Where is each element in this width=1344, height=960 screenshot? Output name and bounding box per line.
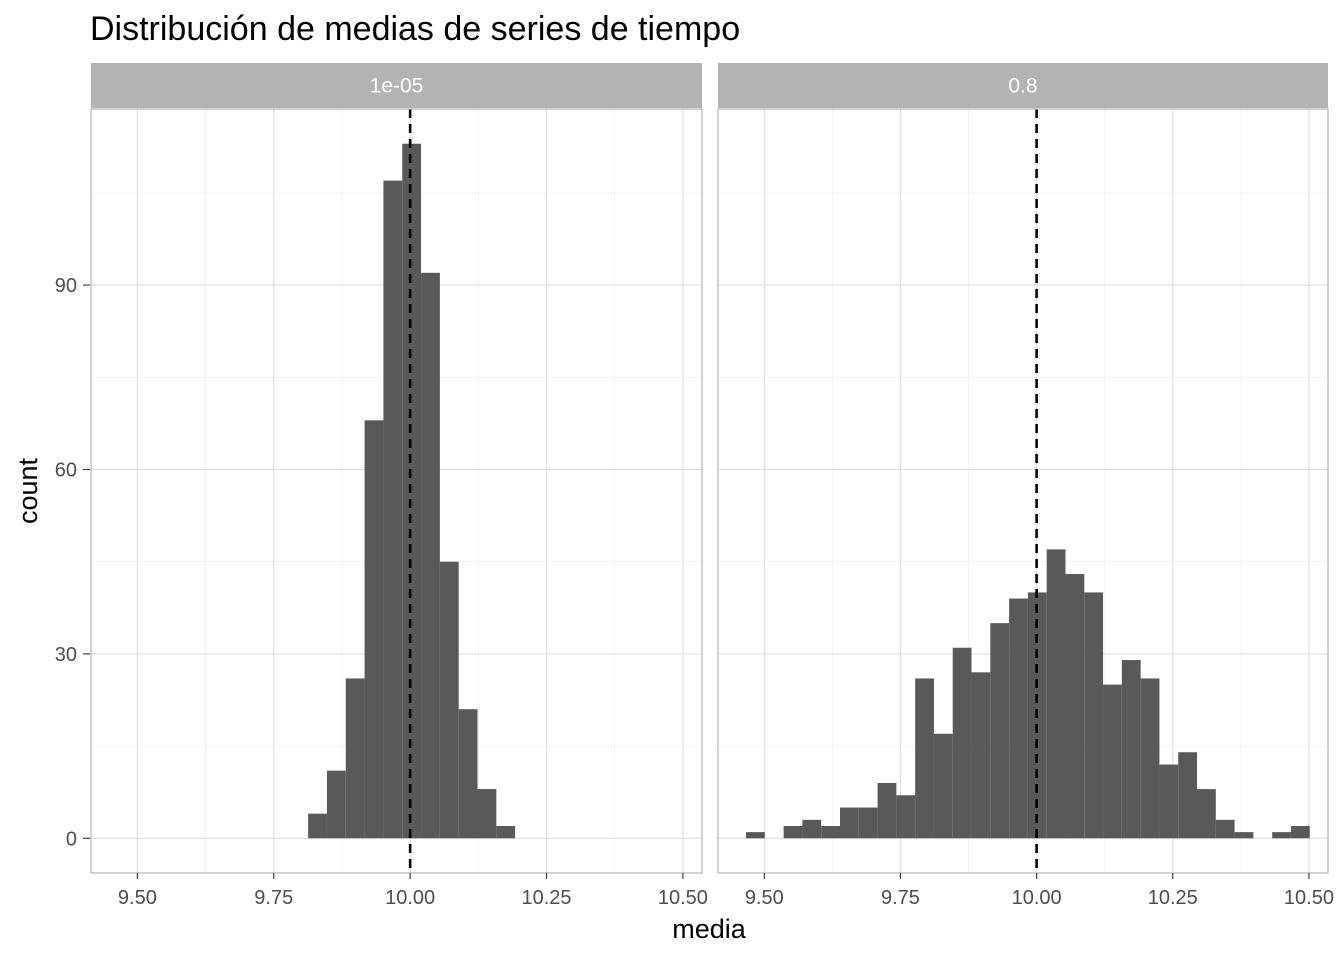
histogram-bar	[858, 807, 878, 839]
histogram-bar	[1103, 684, 1122, 839]
histogram-bar	[821, 825, 840, 839]
histogram-bar	[402, 143, 422, 839]
x-tick-label: 10.25	[1148, 887, 1198, 909]
facet-panel: 1e-05 9.50 9.75 10.00 10.25 10.50	[90, 63, 708, 909]
facet-strip	[718, 63, 1328, 108]
histogram-bar	[1272, 832, 1291, 839]
facet-strip-label: 0.8	[1008, 75, 1037, 98]
histogram-bar	[326, 770, 346, 839]
histogram-bar	[971, 672, 991, 839]
histogram-bar	[477, 789, 497, 839]
x-tick-label: 10.50	[1284, 887, 1334, 909]
histogram-bar	[1290, 825, 1310, 839]
y-tick-label: 30	[55, 644, 77, 666]
histogram-bar	[746, 832, 765, 839]
histogram-bar	[1121, 660, 1141, 839]
y-axis: 0 30 60 90	[55, 275, 90, 850]
x-tick-label: 9.75	[254, 887, 293, 909]
panel-border	[717, 108, 1329, 874]
y-tick-label: 90	[55, 275, 77, 297]
histogram-bar	[1197, 789, 1216, 839]
x-tick-label: 10.25	[521, 887, 571, 909]
y-tick-label: 60	[55, 459, 77, 481]
histogram-bar	[840, 807, 859, 839]
x-tick-label: 10.00	[385, 887, 435, 909]
histogram-bar	[439, 561, 459, 839]
panel-border	[90, 108, 703, 874]
x-tick-label: 9.50	[745, 887, 784, 909]
histogram-bar	[421, 272, 440, 839]
histogram-bar	[915, 678, 934, 839]
histogram-bar	[877, 782, 897, 839]
x-tick-label: 10.50	[658, 887, 708, 909]
histogram-bar	[1215, 819, 1235, 839]
histogram-bar	[952, 647, 972, 839]
x-tick-label: 9.75	[881, 887, 920, 909]
y-tick-label: 0	[66, 828, 77, 850]
histogram-bar	[1009, 598, 1028, 839]
histogram-bar	[1140, 678, 1160, 839]
facet-panel: 0.8 9.50 9.75 10.00 10.25 10.50	[717, 63, 1334, 909]
x-axis-title: media	[672, 914, 747, 944]
histogram-bar	[802, 819, 822, 839]
histogram-bar	[496, 825, 516, 839]
x-tick-label: 10.00	[1012, 887, 1062, 909]
histogram-bar	[364, 420, 384, 839]
histogram-bar	[308, 813, 327, 839]
histogram-bar	[1159, 764, 1179, 839]
histogram-bar	[1084, 592, 1104, 839]
histogram-bar	[933, 733, 953, 839]
histogram-bar	[383, 180, 403, 839]
histogram-bar	[345, 678, 365, 839]
histogram-bar	[990, 623, 1010, 839]
y-axis-title: count	[13, 457, 43, 524]
histogram-bar	[1046, 549, 1066, 839]
histogram-bar	[783, 825, 803, 839]
chart-title: Distribución de medias de series de tiem…	[90, 10, 740, 48]
histogram-bar	[1234, 832, 1254, 839]
facet-strip	[91, 63, 702, 108]
facet-strip-label: 1e-05	[370, 75, 424, 98]
histogram-bar	[896, 795, 916, 839]
facet-panels: 1e-059.50 9.75 10.00 10.25 10.500.89.50 9.75 1…	[90, 63, 1334, 909]
histogram-bar	[1065, 573, 1085, 839]
x-tick-label: 9.50	[118, 887, 157, 909]
histogram-bar	[458, 709, 478, 839]
histogram-bar	[1178, 752, 1198, 839]
